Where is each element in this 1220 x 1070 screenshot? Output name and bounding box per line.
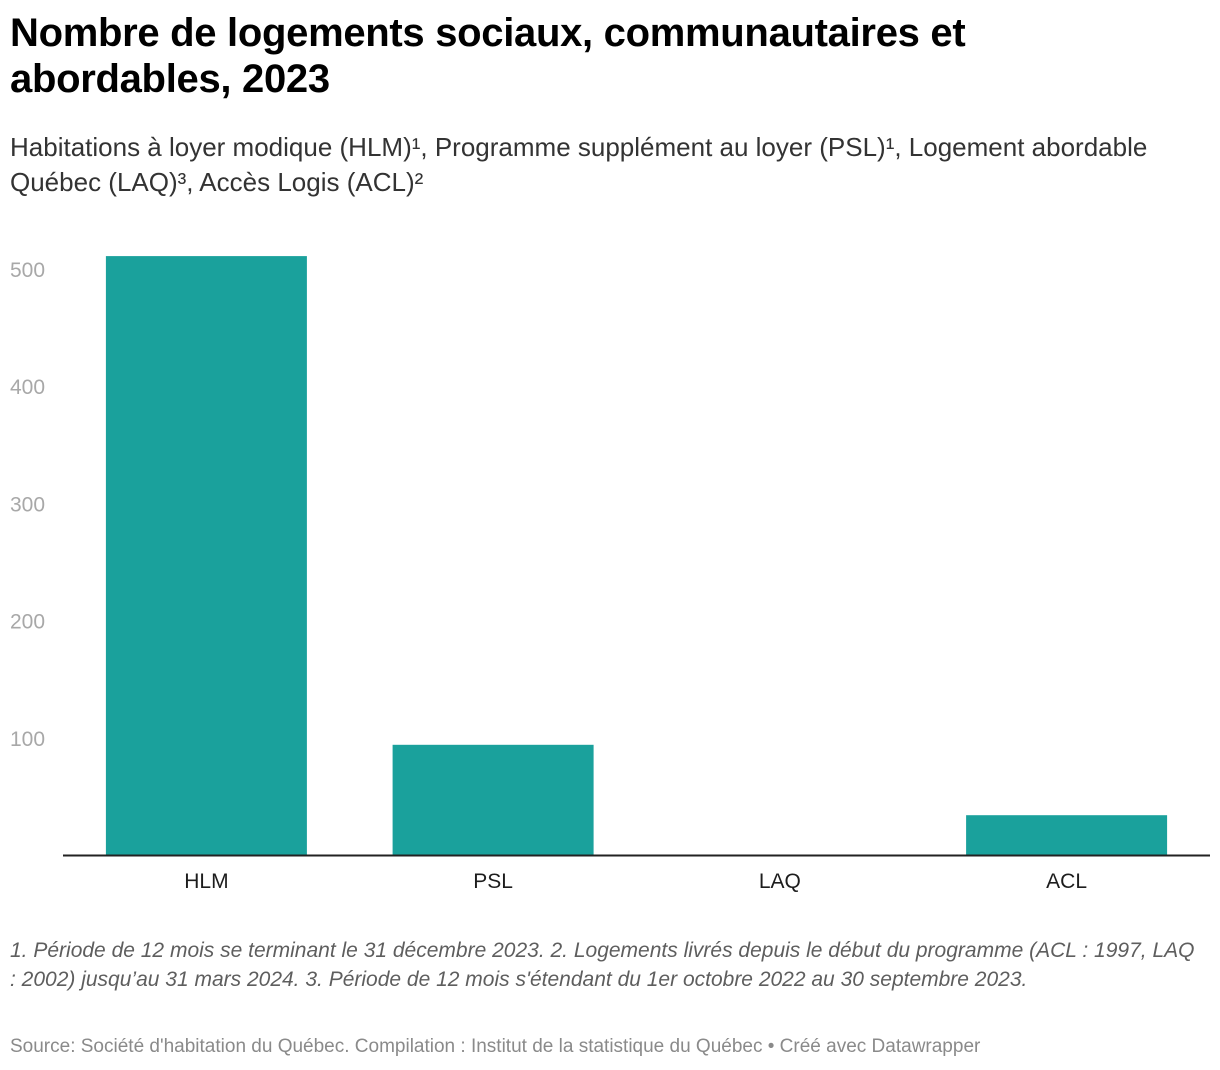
bar-acl	[966, 815, 1168, 855]
y-tick-label: 500	[10, 259, 45, 282]
source-credit: Source: Société d'habitation du Québec. …	[10, 1036, 981, 1057]
y-tick-label: 100	[10, 728, 45, 751]
footnotes: 1. Période de 12 mois se terminant le 31…	[10, 939, 1195, 991]
x-tick-label: ACL	[1046, 870, 1087, 893]
bar-psl	[392, 744, 594, 855]
x-tick-label: HLM	[184, 870, 228, 893]
bar-hlm	[105, 256, 307, 856]
chart-title: Nombre de logements sociaux, communautai…	[10, 11, 966, 101]
x-tick-label: LAQ	[759, 870, 801, 893]
y-tick-label: 400	[10, 376, 45, 399]
y-tick-label: 300	[10, 493, 45, 516]
x-tick-label: PSL	[473, 870, 513, 893]
y-tick-label: 200	[10, 611, 45, 634]
bar-chart: 100 200 300 400 500 HLM PSL LAQ ACL	[10, 256, 1210, 893]
chart-subtitle: Habitations à loyer modique (HLM)¹, Prog…	[10, 132, 1148, 197]
